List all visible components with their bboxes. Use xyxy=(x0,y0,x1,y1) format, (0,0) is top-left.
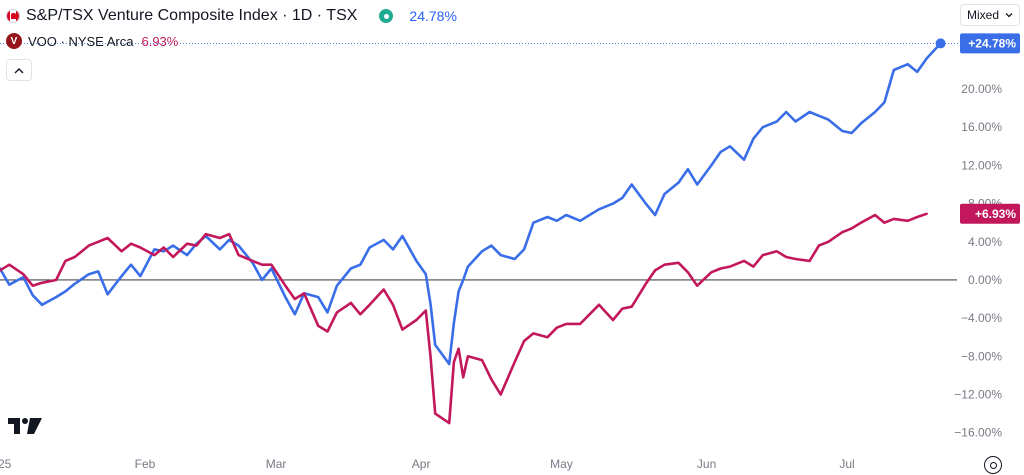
y-axis: 20.00%16.00%12.00%8.00%4.00%0.00%−4.00%−… xyxy=(954,82,1002,440)
y-tick-label: −4.00% xyxy=(961,311,1002,325)
main-last-value-badge xyxy=(960,33,1020,54)
y-tick-label: −8.00% xyxy=(961,349,1002,363)
x-tick-label: May xyxy=(550,457,573,471)
gear-icon[interactable] xyxy=(984,456,1002,474)
y-tick-label: 0.00% xyxy=(968,273,1002,287)
scale-mode-label: Mixed xyxy=(967,8,1000,22)
x-tick-label: Jul xyxy=(839,457,854,471)
compare-symbol-legend[interactable]: V VOO · NYSE Arca 6.93% xyxy=(0,31,178,51)
compare-last-value-badge xyxy=(960,203,1020,224)
compare-last-value-label: +6.93% xyxy=(975,207,1016,221)
x-axis: 25 Feb Mar Apr May Jun Jul xyxy=(0,457,855,471)
chevron-up-icon xyxy=(14,67,24,73)
vanguard-logo-icon: V xyxy=(6,33,22,49)
main-symbol-legend[interactable]: S&P/TSX Venture Composite Index · 1D · T… xyxy=(0,5,457,27)
price-label-layer: +24.78% +6.93% xyxy=(960,33,1020,224)
tradingview-logo xyxy=(8,418,42,434)
compare-series-line xyxy=(0,212,928,425)
main-symbol-title[interactable]: S&P/TSX Venture Composite Index · 1D · T… xyxy=(26,7,358,24)
x-tick-label: Mar xyxy=(266,457,287,471)
scale-mode-dropdown[interactable]: Mixed xyxy=(960,4,1020,26)
chevron-down-icon xyxy=(1005,13,1013,18)
main-series-last-point xyxy=(935,38,946,49)
collapse-legend-button[interactable] xyxy=(6,59,32,81)
canada-flag-icon xyxy=(6,9,20,23)
main-last-value-label: +24.78% xyxy=(968,36,1016,50)
y-tick-label: 12.00% xyxy=(961,158,1002,172)
y-tick-label: −16.00% xyxy=(954,426,1002,440)
main-change-value: 24.78% xyxy=(409,8,457,24)
y-tick-label: 16.00% xyxy=(961,120,1002,134)
x-tick-label: Apr xyxy=(412,457,431,471)
x-tick-label: 25 xyxy=(0,457,12,471)
x-tick-label: Feb xyxy=(135,457,156,471)
y-tick-label: 4.00% xyxy=(968,235,1002,249)
compare-symbol-title[interactable]: VOO · NYSE Arca xyxy=(28,33,134,49)
y-tick-label: 20.00% xyxy=(961,82,1002,96)
y-tick-label: −12.00% xyxy=(954,388,1002,402)
compare-change-value: 6.93% xyxy=(141,33,179,49)
market-status-icon xyxy=(379,9,394,23)
main-series-line xyxy=(0,42,942,366)
x-tick-label: Jun xyxy=(697,457,716,471)
series-layer xyxy=(0,38,946,425)
